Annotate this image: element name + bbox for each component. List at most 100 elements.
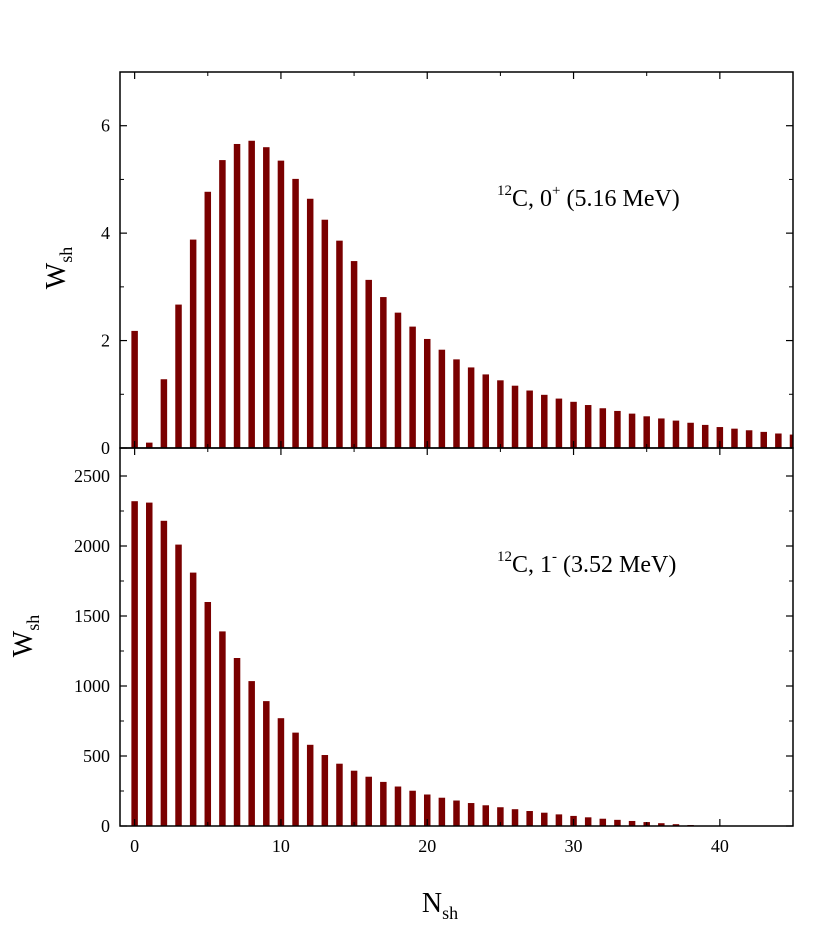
bottom-bar xyxy=(423,794,431,826)
bottom-plot-frame xyxy=(119,447,794,827)
x-tick-label: 10 xyxy=(272,836,290,856)
x-tick-label: 20 xyxy=(418,836,436,856)
top-bar xyxy=(467,367,475,448)
bottom-bar xyxy=(394,786,402,826)
top-bar xyxy=(453,359,460,448)
top-bar xyxy=(175,304,182,448)
bottom-bar xyxy=(365,776,372,826)
y-tick-label: 0 xyxy=(101,816,110,836)
top-bar xyxy=(482,374,490,448)
bottom-bar xyxy=(555,814,563,826)
y-tick-label: 4 xyxy=(101,223,110,243)
top-bar xyxy=(336,240,343,448)
top-bar xyxy=(541,394,548,448)
x-tick-label: 0 xyxy=(130,836,139,856)
top-annotation: 12C, 0+ (5.16 MeV) xyxy=(497,183,680,212)
y-tick-label: 2000 xyxy=(74,536,110,556)
bottom-bar xyxy=(175,544,182,826)
top-bar xyxy=(658,418,665,448)
bottom-bars xyxy=(131,501,724,826)
bottom-bar xyxy=(350,770,358,826)
bottom-bar xyxy=(511,809,519,826)
bottom-bar xyxy=(438,797,446,826)
top-bar xyxy=(219,160,226,448)
bottom-bar xyxy=(160,520,168,826)
bottom-annotation: 12C, 1- (3.52 MeV) xyxy=(497,549,676,578)
top-bar xyxy=(511,385,519,448)
bottom-y-axis-label: Wsh xyxy=(8,615,43,657)
bottom-bar xyxy=(658,823,665,826)
top-bar xyxy=(350,261,358,448)
bottom-bar xyxy=(306,744,314,826)
top-panel: 0 2 4 6 Wsh 12C, 0+ (5.16 MeV) xyxy=(41,71,794,458)
top-bar xyxy=(614,410,621,448)
bottom-bar xyxy=(219,631,226,826)
y-tick-label: 6 xyxy=(101,116,110,136)
top-bar xyxy=(321,219,329,448)
bottom-ticks: 0 500 1000 1500 2000 2500 0 10 20 30 40 xyxy=(74,448,793,856)
bottom-bar xyxy=(263,701,270,826)
bottom-bar xyxy=(131,501,138,826)
top-bar xyxy=(160,379,168,448)
top-bar xyxy=(745,430,753,448)
top-ticks: 0 2 4 6 xyxy=(101,72,793,458)
top-bar xyxy=(716,427,724,448)
bottom-bar xyxy=(277,718,285,826)
top-bar xyxy=(189,239,197,448)
top-bar xyxy=(628,413,636,448)
bottom-bar xyxy=(292,732,299,826)
y-tick-label: 1000 xyxy=(74,676,110,696)
top-bar xyxy=(570,401,577,448)
bottom-bar xyxy=(453,800,460,826)
bottom-bar xyxy=(146,502,153,826)
top-bar xyxy=(380,297,387,448)
top-bar xyxy=(555,398,563,448)
top-bar xyxy=(423,338,431,448)
top-y-axis-label: Wsh xyxy=(41,247,76,289)
bottom-bar xyxy=(467,803,475,826)
bottom-panel: 0 500 1000 1500 2000 2500 0 10 20 30 40 Wsh 12C, 1… xyxy=(8,447,794,923)
top-bar xyxy=(131,330,138,448)
bottom-bar xyxy=(628,820,636,826)
top-bar xyxy=(701,424,709,448)
bottom-bar xyxy=(248,681,255,826)
top-bar xyxy=(248,140,255,449)
top-bar xyxy=(731,428,738,448)
bottom-bar xyxy=(336,763,343,826)
bottom-bar xyxy=(672,824,680,826)
bottom-bar xyxy=(204,602,212,826)
top-bar xyxy=(409,326,416,448)
y-tick-label: 500 xyxy=(83,746,110,766)
bottom-bar xyxy=(584,817,592,826)
bottom-bar xyxy=(541,812,548,826)
bottom-bar xyxy=(233,658,241,826)
top-bar xyxy=(204,191,212,449)
top-bar xyxy=(760,431,767,448)
top-bar xyxy=(584,405,592,448)
top-bar xyxy=(643,416,650,448)
y-tick-label: 1500 xyxy=(74,606,110,626)
top-bar xyxy=(599,408,607,448)
top-bar xyxy=(146,442,153,448)
top-bar xyxy=(277,160,285,448)
top-bar xyxy=(438,349,446,448)
top-bar xyxy=(292,178,299,449)
top-bar xyxy=(672,420,680,448)
y-tick-label: 2500 xyxy=(74,466,110,486)
bottom-bar xyxy=(409,790,416,826)
top-bar xyxy=(497,380,504,448)
top-bar xyxy=(789,434,793,448)
y-tick-label: 0 xyxy=(101,438,110,458)
y-tick-label: 2 xyxy=(101,331,110,351)
top-bar xyxy=(306,198,314,448)
bottom-bar xyxy=(526,811,533,826)
bottom-bar xyxy=(599,818,607,826)
bottom-bar xyxy=(482,805,490,826)
top-bar xyxy=(233,143,241,448)
top-bars xyxy=(131,140,793,449)
bottom-bar xyxy=(321,755,329,826)
top-bar xyxy=(365,279,372,448)
x-axis-label: Nsh xyxy=(422,888,458,923)
bottom-bar xyxy=(189,572,197,826)
